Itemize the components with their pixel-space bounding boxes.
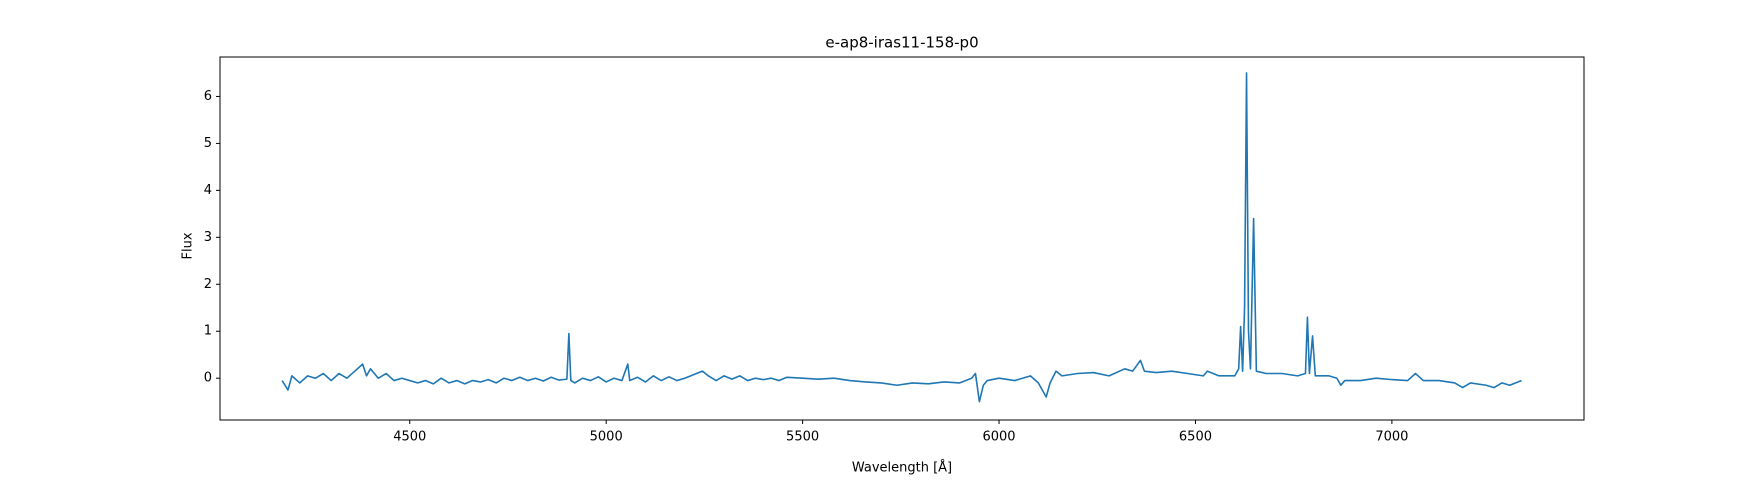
y-tick-label: 0 (204, 371, 212, 386)
spectrum-line (281, 72, 1522, 403)
y-tick-label: 1 (204, 324, 212, 339)
x-axis-label: Wavelength [Å] (852, 460, 952, 476)
y-tick-label: 5 (204, 136, 212, 151)
y-axis-label: Flux (181, 232, 196, 259)
x-tick-label: 4500 (393, 430, 426, 445)
x-tick-label: 5000 (590, 430, 623, 445)
y-tick-label: 3 (204, 230, 212, 245)
plot-frame (219, 56, 1585, 421)
chart-title: e-ap8-iras11-158-p0 (825, 34, 978, 52)
x-tick-label: 5500 (786, 430, 819, 445)
y-tick-label: 2 (204, 277, 212, 292)
y-tick-label: 4 (204, 183, 212, 198)
x-tick-label: 6000 (982, 430, 1015, 445)
x-tick-label: 6500 (1179, 430, 1212, 445)
y-tick-label: 6 (204, 89, 212, 104)
x-tick-label: 7000 (1375, 430, 1408, 445)
